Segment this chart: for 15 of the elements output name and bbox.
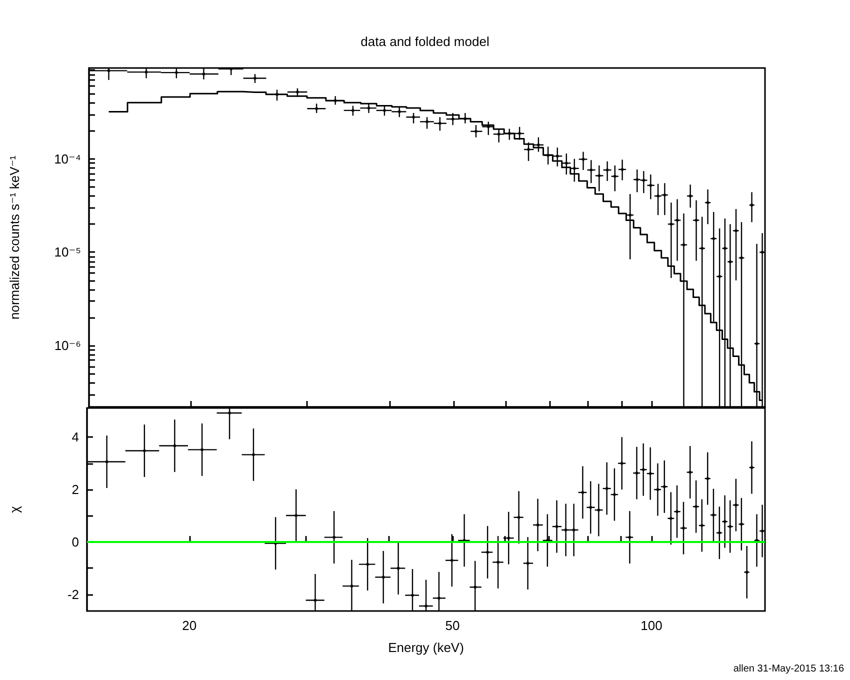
chart-title: data and folded model: [360, 34, 490, 49]
x-tick-label: 50: [445, 618, 460, 633]
y-tick-label: -2: [67, 586, 79, 602]
y-tick-label: 4: [72, 430, 79, 445]
y-axis-title: χ: [7, 506, 22, 513]
x-tick-label: 20: [182, 618, 197, 633]
y-tick-label: 10⁻⁶: [54, 338, 81, 354]
x-tick-label: 100: [640, 618, 662, 633]
text: allen 31-May-2015 13:16: [733, 664, 844, 674]
y-tick-label: 10⁻⁴: [54, 151, 81, 166]
y-axis-title: normalized counts s⁻¹ keV⁻¹: [7, 154, 22, 320]
x-axis-title: Energy (keV): [388, 640, 464, 655]
y-tick-label: 0: [72, 534, 79, 550]
y-tick-label: 10⁻⁵: [54, 244, 81, 260]
y-tick-label: 2: [72, 482, 79, 498]
